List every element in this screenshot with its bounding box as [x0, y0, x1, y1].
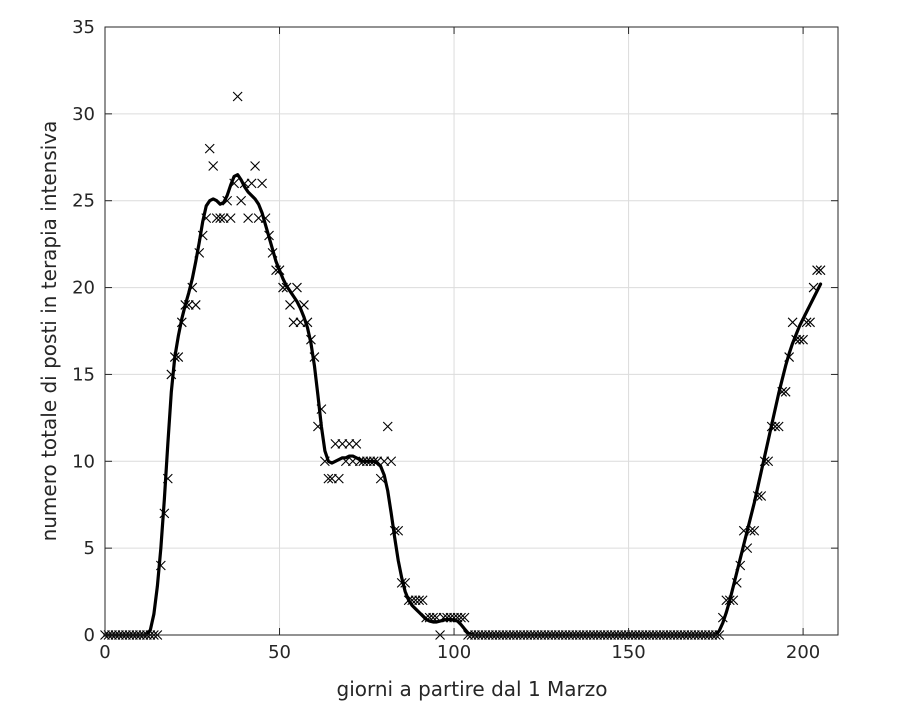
plot-frame [104, 26, 839, 636]
y-tick-label: 35 [72, 17, 95, 38]
data-point [215, 213, 226, 223]
data-point [410, 595, 421, 606]
x-tick-label: 50 [268, 642, 291, 663]
data-point [417, 595, 428, 606]
data-point [285, 300, 295, 310]
data-point [812, 265, 822, 276]
x-tick-label: 100 [437, 642, 471, 663]
data-point [756, 491, 767, 501]
y-axis-label: numero totale di posti in terapia intens… [37, 121, 61, 542]
fit-curve-layer [103, 173, 823, 637]
data-point [288, 317, 299, 328]
data-point [246, 178, 257, 189]
y-tick-label: 30 [72, 104, 95, 125]
axes: 0 50 100 150 200 0 5 10 15 20 25 30 35 [72, 17, 839, 663]
data-point [292, 282, 302, 293]
data-point [787, 317, 798, 328]
y-tick-label: 0 [84, 625, 95, 646]
data-point [323, 473, 334, 484]
data-point [815, 265, 826, 276]
data-point [330, 439, 341, 449]
data-point [250, 161, 260, 171]
y-tick-label: 20 [72, 278, 95, 299]
data-point [773, 421, 784, 432]
grid-lines [104, 26, 838, 636]
data-point [805, 317, 815, 328]
data-point [344, 439, 355, 449]
data-point [414, 595, 425, 606]
x-tick-label: 200 [786, 642, 820, 663]
data-point [243, 213, 253, 223]
data-point [798, 334, 808, 345]
data-point [232, 91, 243, 102]
y-tick-label: 25 [72, 191, 95, 212]
x-axis-label: giorni a partire dal 1 Marzo [337, 677, 608, 701]
data-point [386, 456, 397, 467]
data-point [218, 213, 229, 223]
data-point [337, 439, 348, 449]
data-point [236, 195, 247, 206]
data-point [382, 421, 393, 432]
data-point [326, 473, 337, 484]
data-point [204, 143, 215, 154]
y-tick-label: 10 [72, 451, 95, 472]
data-point [225, 213, 236, 223]
fit-curve [103, 173, 823, 637]
data-point [459, 612, 470, 623]
data-point [333, 473, 344, 484]
data-markers [100, 91, 826, 640]
data-point [351, 439, 362, 449]
y-tick-label: 15 [72, 364, 95, 385]
y-tick-label: 5 [84, 538, 95, 559]
data-point [379, 456, 390, 467]
x-tick-label: 0 [99, 642, 110, 663]
data-point [211, 213, 222, 223]
data-point [780, 386, 791, 397]
data-point [208, 161, 219, 171]
x-tick-label: 150 [611, 642, 645, 663]
data-point [749, 525, 760, 536]
data-point [257, 178, 267, 189]
data-point [190, 300, 201, 310]
